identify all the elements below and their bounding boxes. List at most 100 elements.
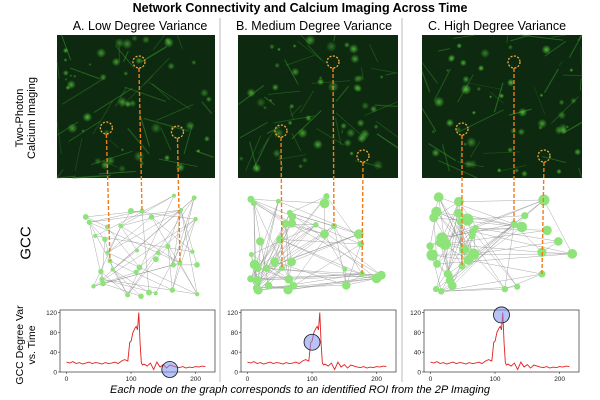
neurite xyxy=(460,134,463,164)
graph-edge xyxy=(112,250,138,270)
graph-edge xyxy=(458,213,469,261)
graph-edge xyxy=(429,237,443,247)
cell-body xyxy=(463,142,468,147)
neurite xyxy=(143,117,189,132)
graph-edge xyxy=(258,273,363,291)
cell-body xyxy=(133,150,145,162)
graph-node xyxy=(357,240,365,248)
roi-circle xyxy=(274,124,288,138)
cell-body xyxy=(298,163,303,169)
neurite xyxy=(278,156,284,169)
graph-edge xyxy=(254,264,258,281)
neurite xyxy=(506,34,509,43)
graph-edge xyxy=(436,211,522,228)
graph-edge xyxy=(344,269,347,286)
graph-edge xyxy=(473,228,476,255)
graph-edge xyxy=(112,197,195,270)
roi-connector xyxy=(332,67,335,227)
panel-b: 0 40 80 120 0 100 200 xyxy=(227,34,399,383)
graph-edge xyxy=(504,273,543,290)
graph-edge xyxy=(101,279,156,294)
neurite xyxy=(299,90,315,114)
graph-edge xyxy=(251,254,257,289)
graph-edge xyxy=(155,246,169,260)
cell-body xyxy=(350,54,360,64)
graph-node xyxy=(286,209,293,216)
neurite xyxy=(273,115,315,124)
graph-node xyxy=(289,281,298,290)
cell-body xyxy=(353,74,362,83)
graph-node xyxy=(521,212,529,220)
calcium-image-b xyxy=(238,34,399,178)
neurite xyxy=(284,59,299,85)
graph-edge xyxy=(85,210,143,218)
cell-body xyxy=(121,38,133,50)
graph-edge xyxy=(256,196,327,289)
cell-body xyxy=(343,138,352,147)
graph-edge xyxy=(461,199,545,267)
graph-edge xyxy=(287,274,382,291)
graph-edge xyxy=(285,223,292,262)
graph-node xyxy=(468,232,476,240)
graph-edge xyxy=(172,197,195,265)
cell-body xyxy=(99,73,107,81)
cell-body xyxy=(277,47,281,52)
graph-edge xyxy=(89,222,104,284)
graph-node xyxy=(376,270,386,280)
graph-edge xyxy=(344,268,377,279)
graph-edge xyxy=(107,252,198,295)
neurite xyxy=(72,174,111,179)
graph-node xyxy=(177,260,183,266)
graph-edge xyxy=(266,224,316,269)
neurite xyxy=(263,96,276,106)
cell-body xyxy=(477,64,485,72)
graph-node xyxy=(152,256,159,263)
graph-edge xyxy=(93,218,196,287)
neurite xyxy=(441,144,451,172)
graph-edge xyxy=(256,223,293,289)
graph-edge xyxy=(513,199,545,225)
cell-body xyxy=(120,148,125,152)
cell-body xyxy=(274,62,280,69)
graph-node xyxy=(468,248,480,260)
cell-body xyxy=(170,125,175,131)
graph-edge xyxy=(89,222,159,254)
neurite xyxy=(421,107,437,132)
neurite xyxy=(290,104,303,117)
current-time-marker xyxy=(493,306,510,324)
graph-node xyxy=(105,250,110,255)
graph-edge xyxy=(472,226,522,232)
cell-body xyxy=(128,99,137,108)
cell-body xyxy=(304,34,316,46)
graph-edge xyxy=(257,241,261,291)
neurite xyxy=(520,34,564,41)
graph-edge xyxy=(438,196,515,225)
cell-body xyxy=(431,129,436,134)
graph-node xyxy=(320,229,329,239)
graph-edge xyxy=(141,210,150,293)
calcium-image-c xyxy=(421,34,583,179)
neurite xyxy=(453,34,476,39)
graph-edge xyxy=(167,246,173,291)
graph-edge xyxy=(447,273,451,281)
graph-node xyxy=(448,281,457,291)
graph-edge xyxy=(513,223,543,253)
cell-body xyxy=(62,69,69,77)
y-tick-label: 120 xyxy=(410,310,421,317)
neurite xyxy=(139,113,150,147)
cell-body xyxy=(251,163,262,173)
graph-node xyxy=(250,200,257,207)
graph-node xyxy=(102,236,108,242)
x-tick-label: 0 xyxy=(65,376,69,383)
graph-node xyxy=(93,233,98,239)
neurite xyxy=(92,100,114,135)
y-tick-label: 0 xyxy=(234,370,238,377)
graph-edge xyxy=(253,203,269,286)
neurite xyxy=(156,104,194,121)
graph-edge xyxy=(250,223,286,279)
graph-edge xyxy=(274,216,293,265)
cell-body xyxy=(67,123,78,134)
image-background xyxy=(238,35,398,178)
graph-edge xyxy=(445,243,542,253)
graph-edge xyxy=(101,279,198,295)
